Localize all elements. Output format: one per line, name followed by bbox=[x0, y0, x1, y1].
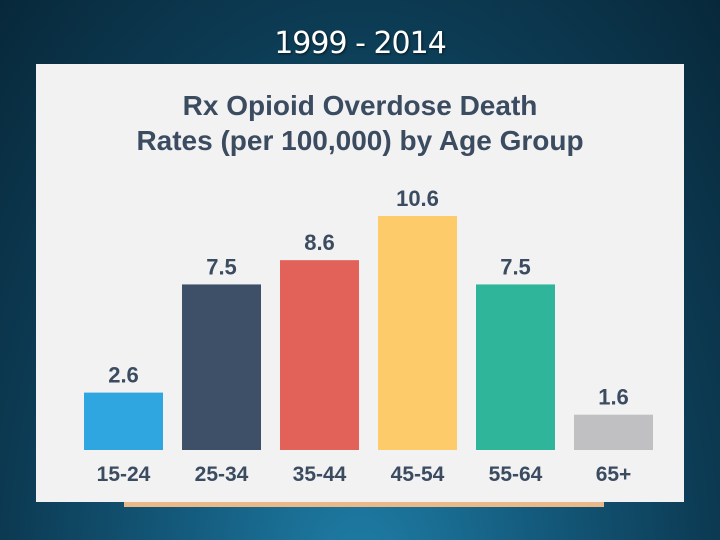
bar-45-54 bbox=[378, 216, 457, 450]
x-tick-label-25-34: 25-34 bbox=[195, 463, 249, 486]
value-label-35-44: 8.6 bbox=[304, 230, 335, 255]
slide-title: 1999 - 2014 bbox=[274, 26, 447, 61]
decorative-strip bbox=[124, 498, 604, 507]
value-label-65+: 1.6 bbox=[598, 385, 629, 410]
bar-chart: 2.6 15-24 7.5 25-34 8.6 35-44 10.6 45-54 7.5 55-6… bbox=[84, 186, 653, 486]
x-tick-label-65+: 65+ bbox=[596, 463, 632, 486]
chart-title-line-1: Rx Opioid Overdose Death bbox=[182, 90, 538, 121]
chart-title-line-2: Rates (per 100,000) by Age Group bbox=[136, 125, 584, 156]
x-tick-label-45-54: 45-54 bbox=[391, 463, 445, 486]
x-tick-label-35-44: 35-44 bbox=[293, 463, 347, 486]
chart-title: Rx Opioid Overdose Death Rates (per 100,… bbox=[36, 88, 684, 158]
bar-65+ bbox=[574, 414, 653, 450]
bar-55-64 bbox=[476, 284, 555, 450]
value-label-25-34: 7.5 bbox=[206, 254, 237, 279]
value-label-15-24: 2.6 bbox=[108, 363, 139, 388]
chart-card: Rx Opioid Overdose Death Rates (per 100,… bbox=[36, 64, 684, 502]
x-tick-label-55-64: 55-64 bbox=[489, 463, 543, 486]
bar-25-34 bbox=[182, 284, 261, 450]
bar-35-44 bbox=[280, 260, 359, 450]
x-tick-label-15-24: 15-24 bbox=[97, 463, 151, 486]
value-label-55-64: 7.5 bbox=[500, 254, 531, 279]
value-label-45-54: 10.6 bbox=[396, 186, 439, 211]
bar-15-24 bbox=[84, 392, 163, 450]
